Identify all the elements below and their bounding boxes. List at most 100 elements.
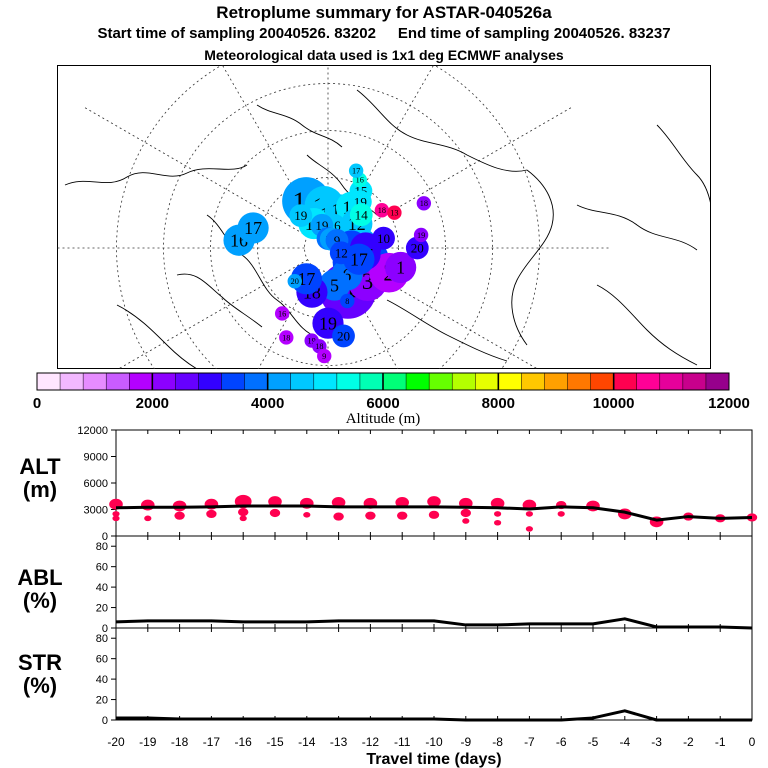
coastline [116, 304, 198, 369]
altitude-point [525, 511, 534, 517]
x-axis-label: Travel time (days) [366, 751, 501, 768]
cluster-marker [274, 306, 290, 321]
x-tick-label: -6 [556, 735, 567, 749]
coastline [64, 164, 248, 186]
start-time-label: Start time of sampling 20040526. 83202 [97, 25, 376, 42]
altitude-point [494, 511, 502, 517]
cluster-marker [279, 330, 294, 345]
cluster-marker [372, 226, 395, 250]
coastline [386, 299, 508, 362]
cluster-marker [385, 251, 417, 284]
coastline [356, 89, 528, 172]
altitude-point [460, 508, 471, 518]
cluster-marker [287, 274, 302, 289]
colorbar-swatch [475, 373, 499, 390]
colorbar-swatch [429, 373, 453, 390]
cluster-marker [348, 163, 364, 178]
altitude-point [206, 509, 217, 519]
colorbar-swatch [336, 373, 361, 390]
cluster-marker [237, 212, 269, 244]
x-tick-label: -10 [425, 735, 443, 749]
altitude-point [239, 515, 247, 522]
x-tick-label: -2 [683, 735, 694, 749]
cluster-day-label: 6 [342, 265, 351, 285]
meridian-line [348, 259, 539, 369]
y-tick-label: 80 [96, 541, 108, 553]
x-tick-label: -20 [107, 735, 125, 749]
series-line [116, 709, 752, 722]
x-tick-label: -7 [524, 735, 535, 749]
colorbar-tick-label: 0 [33, 395, 41, 412]
x-tick-label: -13 [330, 735, 348, 749]
altitude-point [112, 511, 120, 517]
colorbar-swatch [659, 373, 684, 390]
x-tick-label: -19 [139, 735, 157, 749]
colorbar-swatch [636, 373, 661, 390]
series-line [115, 617, 753, 630]
cluster-marker [374, 203, 390, 218]
sampling-times: Start time of sampling 20040526. 83202 En… [0, 25, 768, 42]
x-tick-label: -8 [492, 735, 503, 749]
colorbar-tick-label: 2000 [136, 395, 169, 412]
x-tick-label: -18 [171, 735, 189, 749]
altitude-point [395, 497, 410, 508]
colorbar-swatch [83, 373, 107, 390]
colorbar-swatch [383, 373, 407, 390]
cluster-day-label: 12 [335, 245, 348, 260]
x-tick-label: -4 [619, 735, 630, 749]
altitude-point [746, 513, 758, 522]
cluster-day-label: 16 [356, 176, 364, 185]
end-time-label: End time of sampling 20040526. 83237 [397, 25, 671, 42]
meridian-line [117, 259, 308, 369]
cluster-day-label: 10 [377, 231, 391, 246]
cluster-day-label: 18 [315, 342, 323, 351]
colorbar-swatch [682, 373, 707, 390]
colorbar-swatch [567, 373, 592, 390]
colorbar-tick-label: 6000 [366, 395, 399, 412]
cluster-day-label: 18 [378, 206, 386, 215]
altitude-colorbar: 0 2000 4000 6000 8000 10000 12000 Altitude (m) [33, 372, 750, 427]
colorbar-swatch [313, 373, 338, 390]
colorbar-swatch [267, 373, 292, 390]
colorbar-swatch [37, 373, 61, 390]
cluster-day-label: 17 [297, 269, 315, 289]
x-tick-label: 0 [749, 735, 756, 749]
figure-title: Retroplume summary for ASTAR-040526a [216, 3, 552, 22]
altitude-point [141, 499, 155, 511]
colorbar-swatch [244, 373, 269, 390]
alt-panel-label: ALT (m) [19, 454, 61, 502]
altitude-point [303, 512, 311, 518]
chart-panel: 0 3000 6000 9000 12000 [77, 425, 758, 543]
y-tick-label: 40 [96, 582, 108, 594]
cluster-marker [349, 203, 373, 227]
colorbar-axis-label: Altitude (m) [346, 411, 421, 427]
altitude-point [331, 497, 346, 508]
cluster-day-label: 19 [308, 336, 316, 345]
cluster-day-label: 13 [390, 209, 398, 218]
cluster-day-label: 19 [294, 208, 308, 223]
altitude-point [397, 511, 408, 520]
cluster-marker [387, 205, 402, 220]
x-tick-label: -17 [203, 735, 221, 749]
altitude-point [268, 496, 282, 507]
colorbar-swatch [705, 373, 730, 390]
colorbar-tick-label: 4000 [251, 395, 284, 412]
altitude-point [427, 496, 441, 507]
altitude-point [238, 508, 249, 517]
series-line [115, 504, 753, 522]
cluster-day-label: 18 [420, 199, 428, 208]
x-tick-label: -5 [588, 735, 599, 749]
altitude-point [174, 511, 185, 520]
y-tick-label: 0 [102, 715, 108, 727]
colorbar-swatch [544, 373, 569, 390]
colorbar-swatch [406, 373, 430, 390]
y-tick-label: 3000 [84, 505, 108, 517]
latitude-circle [210, 130, 446, 366]
y-tick-label: 0 [102, 531, 108, 543]
altitude-point [365, 511, 376, 520]
colorbar-tick-label: 12000 [708, 395, 750, 412]
meridian-line [83, 106, 308, 237]
panel-frame [115, 627, 753, 721]
